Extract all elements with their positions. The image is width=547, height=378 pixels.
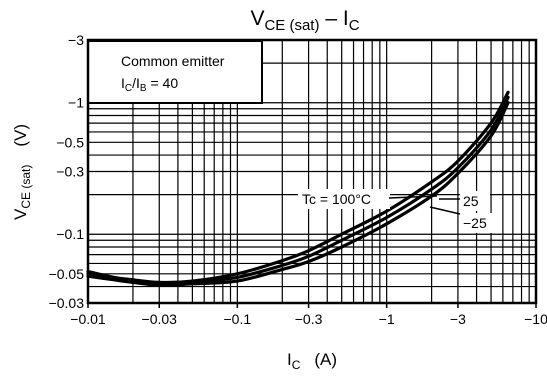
x-tick-label: −0.3	[295, 311, 323, 327]
x-axis-label: IC (A)	[287, 350, 337, 372]
condition-common-emitter: Common emitter	[121, 53, 225, 69]
series-leader-100c	[388, 195, 438, 199]
series-label-25: 25	[463, 193, 479, 209]
series-label-bg-100c	[298, 189, 390, 209]
x-tick-label: −3	[450, 311, 466, 327]
x-tick-label: −10	[524, 311, 547, 327]
chart-title: VCE (sat) – IC	[250, 7, 359, 34]
series-leader-minus25	[429, 206, 461, 215]
y-tick-label: −1	[68, 95, 84, 111]
x-tick-label: −1	[379, 311, 395, 327]
series-label-minus25: −25	[463, 215, 487, 231]
y-axis-label: VCE (sat)(V)	[11, 124, 33, 220]
series-label-bg-m25	[460, 213, 496, 233]
y-tick-label: −3	[68, 32, 84, 48]
y-tick-label: −0.03	[49, 295, 85, 311]
x-tick-label: −0.1	[224, 311, 252, 327]
series-label-bg-25	[460, 191, 490, 211]
y-tick-labels: −0.03 −0.05 −0.1 −0.3 −0.5 −1 −3	[49, 32, 85, 311]
y-tick-label: −0.3	[56, 164, 84, 180]
condition-box	[87, 40, 263, 104]
series-line-minus25	[86, 101, 510, 287]
x-tick-label: −0.03	[142, 311, 178, 327]
condition-ratio: IC/IB = 40	[121, 75, 178, 94]
x-tick-labels: −0.01 −0.03 −0.1 −0.3 −1 −3 −10	[70, 303, 547, 327]
y-tick-label: −0.5	[56, 134, 84, 150]
plot-frame	[86, 38, 538, 305]
y-tick-label: −0.05	[49, 266, 85, 282]
series-label-100c: Tc = 100°C	[302, 191, 371, 207]
y-tick-label: −0.1	[56, 226, 84, 242]
x-tick-label: −0.01	[70, 311, 106, 327]
series-labels: Tc = 100°C 25 −25	[298, 189, 496, 233]
data-curves	[86, 90, 510, 287]
